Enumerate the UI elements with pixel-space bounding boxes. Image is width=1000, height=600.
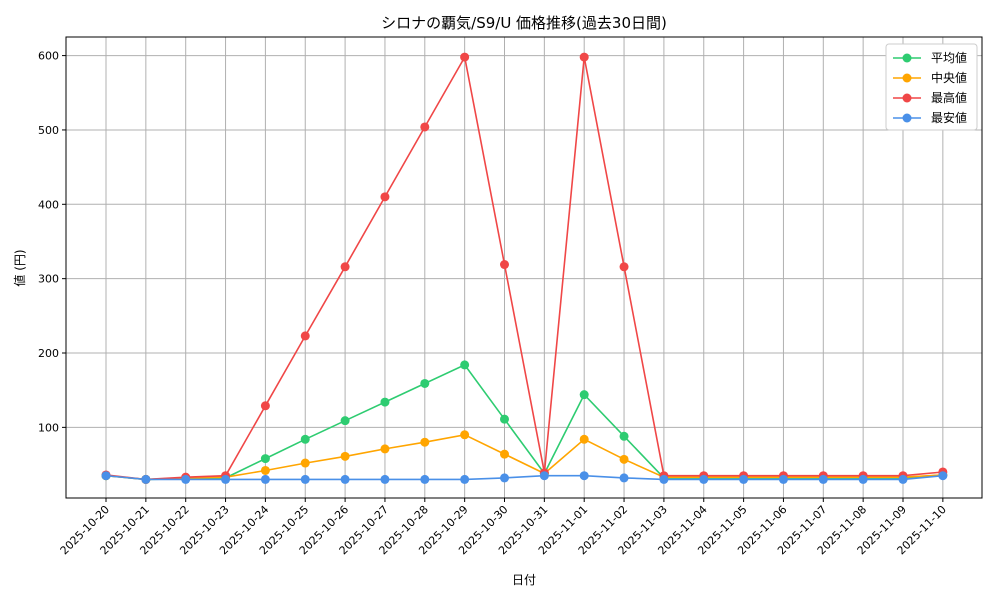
legend-label: 中央値 (931, 70, 967, 85)
data-point (460, 52, 470, 62)
data-point (420, 474, 430, 484)
data-point (300, 331, 310, 341)
data-point (659, 474, 669, 484)
data-point (380, 397, 390, 407)
data-point (380, 444, 390, 454)
data-point (380, 474, 390, 484)
data-point (460, 474, 470, 484)
y-axis: 100 200 300 400 500 600 (38, 50, 66, 434)
data-point (300, 474, 310, 484)
data-point (340, 474, 350, 484)
data-point (260, 474, 270, 484)
legend-label: 平均値 (931, 50, 967, 65)
data-point (420, 378, 430, 388)
data-point (579, 471, 589, 481)
x-axis-label: 日付 (512, 573, 536, 587)
data-point (420, 122, 430, 132)
data-point (260, 465, 270, 475)
plot-frame (65, 36, 983, 499)
data-point (619, 431, 629, 441)
data-point (340, 262, 350, 272)
chart-title: シロナの覇気/S9/U 価格推移(過去30日間) (381, 14, 667, 32)
legend-marker (902, 73, 912, 83)
data-point (619, 262, 629, 272)
data-point (898, 474, 908, 484)
data-point (858, 474, 868, 484)
data-point (579, 390, 589, 400)
data-point (260, 401, 270, 411)
grid (66, 37, 982, 498)
y-axis-label: 値 (円) (12, 249, 27, 286)
y-tick-label: 600 (38, 50, 59, 63)
legend-marker (902, 53, 912, 63)
series-line (105, 474, 943, 481)
data-point (579, 52, 589, 62)
data-point (340, 451, 350, 461)
data-point (141, 474, 151, 484)
data-point (340, 416, 350, 426)
data-point (500, 473, 509, 483)
y-tick-label: 200 (38, 347, 59, 360)
data-point (300, 434, 310, 444)
data-point (619, 473, 629, 483)
data-point (699, 474, 709, 484)
series-line (105, 54, 943, 481)
series-layer (101, 52, 948, 484)
data-point (181, 474, 191, 484)
data-point (539, 471, 549, 481)
data-point (101, 471, 111, 481)
data-point (221, 474, 231, 484)
data-point (260, 454, 270, 464)
data-point (500, 414, 509, 424)
y-tick-label: 300 (38, 273, 59, 286)
data-point (778, 474, 788, 484)
data-point (500, 449, 509, 459)
data-point (579, 434, 589, 444)
series-line (105, 433, 943, 481)
data-point (500, 260, 509, 270)
data-point (938, 471, 948, 481)
data-point (300, 458, 310, 468)
legend-marker (902, 93, 912, 103)
legend-label: 最高値 (931, 90, 967, 105)
y-tick-label: 100 (38, 421, 59, 434)
legend-marker (902, 113, 912, 123)
data-point (818, 474, 828, 484)
data-point (460, 430, 470, 440)
data-point (420, 437, 430, 447)
y-tick-label: 400 (38, 198, 59, 211)
data-point (380, 192, 390, 202)
legend-box (885, 43, 978, 131)
y-tick-label: 500 (38, 124, 59, 137)
data-point (739, 474, 749, 484)
data-point (619, 454, 629, 464)
data-point (460, 360, 470, 370)
legend-label: 最安値 (931, 110, 967, 125)
